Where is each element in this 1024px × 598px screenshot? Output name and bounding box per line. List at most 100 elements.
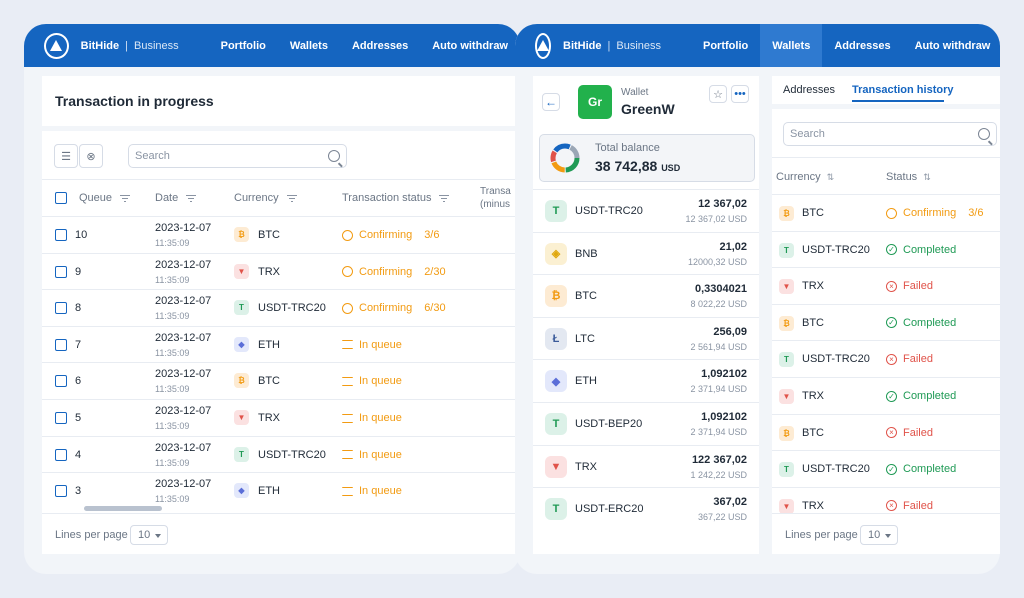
nav-addresses[interactable]: Addresses (351, 39, 409, 52)
column-queue[interactable]: Queue (79, 192, 131, 204)
currency-name: USDT-TRC20 (575, 205, 643, 217)
lines-per-page-select[interactable]: 10 (860, 525, 898, 545)
queue-icon (342, 450, 353, 460)
table-row[interactable]: 3 2023-12-07 11:35:09 ◆ ETH In queue (42, 472, 520, 509)
filter-icon[interactable] (186, 194, 197, 202)
column-status[interactable]: Transaction status (342, 192, 450, 204)
arrow-left-icon: ← (545, 95, 557, 109)
row-checkbox[interactable] (55, 302, 67, 315)
search-input[interactable] (129, 145, 346, 167)
row-checkbox[interactable] (55, 229, 67, 241)
status-confirming: Confirming 2/30 (342, 266, 446, 278)
brand-name: BitHide (80, 39, 120, 52)
history-row[interactable]: ₿ BTC Confirming 3/6 (772, 194, 1000, 231)
bithide-logo-icon[interactable] (535, 32, 551, 59)
row-date: 2023-12-07 (155, 368, 212, 381)
horizontal-scrollbar[interactable] (84, 506, 162, 511)
column-status[interactable]: Status ⇅ (886, 171, 931, 183)
confirmations-count: 3/6 (968, 207, 984, 219)
status-failed: × Failed (886, 280, 933, 292)
history-row[interactable]: ▼ TRX ✓ Completed (772, 377, 1000, 414)
total-balance-label: Total balance (595, 142, 660, 154)
row-time: 11:35:09 (155, 384, 190, 395)
nav-auto-withdraw[interactable]: Auto withdraw (914, 39, 991, 52)
nav-wallets[interactable]: Wallets (289, 39, 328, 52)
row-currency: TRX (258, 265, 280, 278)
history-row[interactable]: T USDT-TRC20 ✓ Completed (772, 230, 1000, 268)
history-search-input[interactable] (784, 123, 996, 145)
favorite-button[interactable]: ☆ (709, 85, 727, 103)
history-row[interactable]: ₿ BTC ✓ Completed (772, 303, 1000, 341)
row-checkbox[interactable] (55, 448, 67, 461)
select-all-checkbox[interactable] (55, 192, 67, 204)
table-row[interactable]: 9 2023-12-07 11:35:09 ▼ TRX Confirming 2/… (42, 252, 520, 290)
history-row[interactable]: T USDT-TRC20 ✓ Completed (772, 450, 1000, 487)
status-failed: × Failed (886, 427, 933, 439)
nav-addresses[interactable]: Addresses (834, 39, 891, 52)
wallet-currency-item[interactable]: ◈ BNB 21,02 12000,32 USD (533, 231, 759, 275)
bithide-logo-icon[interactable] (44, 32, 69, 59)
btc-coin-icon: ₿ (234, 227, 249, 242)
table-row[interactable]: 5 2023-12-07 11:35:09 ▼ TRX In queue (42, 399, 520, 436)
sort-icon[interactable]: ⇅ (826, 172, 835, 182)
table-row[interactable]: 6 2023-12-07 11:35:09 ₿ BTC In queue (42, 362, 520, 399)
history-row[interactable]: ▼ TRX × Failed (772, 486, 1000, 524)
brand-name: BitHide (563, 39, 602, 52)
wallet-currency-item[interactable]: ▼ TRX 122 367,02 1 242,22 USD (533, 444, 759, 488)
history-row[interactable]: T USDT-TRC20 × Failed (772, 340, 1000, 377)
queue-number: 4 (75, 448, 82, 461)
tab-addresses[interactable]: Addresses (783, 84, 835, 96)
columns-settings-button[interactable]: ☰ (54, 144, 78, 168)
nav-portfolio[interactable]: Portfolio (703, 39, 749, 52)
filter-icon[interactable] (120, 194, 131, 202)
table-row[interactable]: 4 2023-12-07 11:35:09 T USDT-TRC20 In qu… (42, 435, 520, 473)
brand-divider: | (125, 39, 128, 52)
row-checkbox[interactable] (55, 338, 67, 351)
usdt-coin-icon: T (545, 498, 567, 521)
back-button[interactable]: ← (542, 93, 560, 111)
currency-name: BTC (575, 290, 597, 303)
top-nav: BitHide | Business Portfolio Wallets Add… (515, 24, 1000, 67)
wallet-currency-item[interactable]: T USDT-TRC20 12 367,02 12 367,02 USD (533, 189, 759, 232)
wallet-currency-item[interactable]: T USDT-ERC20 367,02 367,22 USD (533, 487, 759, 530)
column-currency[interactable]: Currency ⇅ (776, 171, 835, 183)
row-checkbox[interactable] (55, 265, 67, 278)
queue-icon (342, 376, 353, 386)
history-row[interactable]: ₿ BTC × Failed (772, 413, 1000, 451)
history-row[interactable]: ▼ TRX × Failed (772, 267, 1000, 304)
table-row[interactable]: 7 2023-12-07 11:35:09 ◆ ETH In queue (42, 325, 520, 363)
column-date[interactable]: Date (155, 192, 197, 204)
search-icon[interactable] (978, 128, 990, 140)
filter-icon[interactable] (439, 194, 450, 202)
currency-name: TRX (575, 460, 597, 473)
row-currency: ETH (258, 485, 280, 498)
wallet-currency-item[interactable]: ◆ ETH 1,092102 2 371,94 USD (533, 359, 759, 402)
nav-portfolio[interactable]: Portfolio (220, 39, 266, 52)
row-checkbox[interactable] (55, 412, 67, 424)
clear-filters-button[interactable]: ⊗ (79, 144, 103, 168)
wallet-currency-item[interactable]: Ł LTC 256,09 2 561,94 USD (533, 316, 759, 360)
column-currency[interactable]: Currency (234, 192, 297, 204)
lines-per-page-select[interactable]: 10 (130, 525, 168, 545)
nav-wallets[interactable]: Wallets (760, 24, 823, 67)
row-currency: BTC (802, 207, 824, 219)
trx-coin-icon: ▼ (779, 389, 794, 404)
search-icon[interactable] (328, 150, 340, 162)
sort-icon[interactable]: ⇅ (923, 172, 931, 182)
table-row[interactable]: 8 2023-12-07 11:35:09 T USDT-TRC20 Confi… (42, 289, 520, 326)
row-checkbox[interactable] (55, 375, 67, 388)
confirmations-count: 6/30 (424, 302, 446, 315)
wallet-currency-item[interactable]: T USDT-BEP20 1,092102 2 371,94 USD (533, 402, 759, 445)
x-circle-icon: × (886, 427, 897, 439)
nav-auto-withdraw[interactable]: Auto withdraw (432, 39, 508, 52)
filter-icon[interactable] (286, 194, 297, 202)
wallet-label: Wallet (621, 87, 649, 98)
wallet-currency-item[interactable]: ₿ BTC 0,3304021 8 022,22 USD (533, 274, 759, 317)
more-button[interactable]: ••• (731, 85, 749, 103)
brand-sub: Business (133, 39, 179, 52)
tab-transaction-history[interactable]: Transaction history (852, 84, 954, 96)
row-date: 2023-12-07 (155, 222, 212, 234)
table-row[interactable]: 10 2023-12-07 11:35:09 ₿ BTC Confirming 3… (42, 216, 520, 253)
currency-amount: 1,092102 (701, 411, 747, 423)
row-checkbox[interactable] (55, 485, 67, 498)
